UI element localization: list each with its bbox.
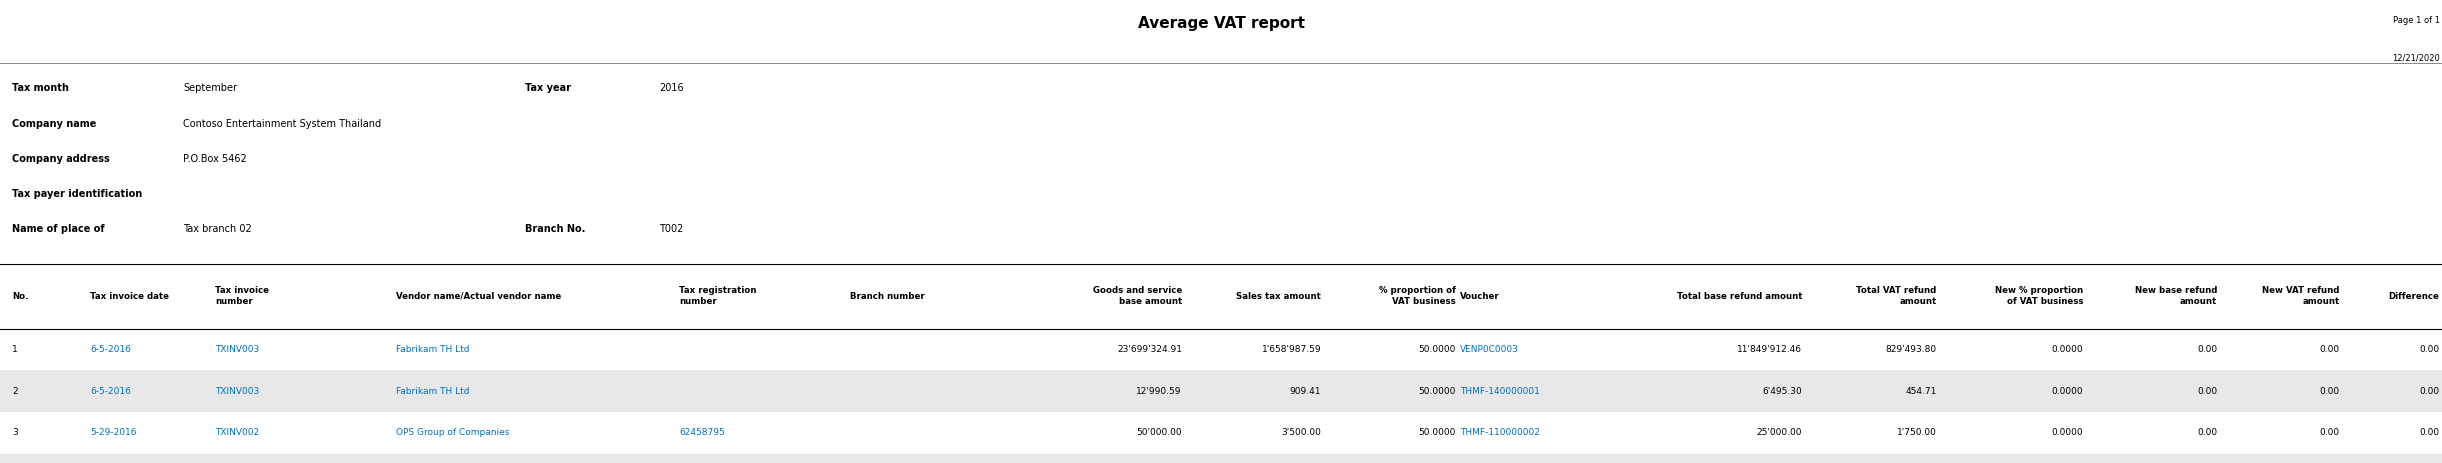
Text: 829'493.80: 829'493.80 bbox=[1885, 345, 1937, 354]
Text: Tax invoice date: Tax invoice date bbox=[90, 292, 168, 301]
Text: 5-29-2016: 5-29-2016 bbox=[90, 428, 137, 438]
Text: Tax registration
number: Tax registration number bbox=[679, 286, 757, 307]
Text: 1'750.00: 1'750.00 bbox=[1897, 428, 1937, 438]
Text: Average VAT report: Average VAT report bbox=[1138, 16, 1304, 31]
Text: September: September bbox=[183, 83, 237, 94]
Text: T002: T002 bbox=[659, 224, 684, 234]
Text: 50.0000: 50.0000 bbox=[1419, 387, 1455, 396]
Text: 12/21/2020: 12/21/2020 bbox=[2391, 53, 2440, 62]
Text: Page 1 of 1: Page 1 of 1 bbox=[2393, 16, 2440, 25]
Text: Contoso Entertainment System Thailand: Contoso Entertainment System Thailand bbox=[183, 119, 381, 129]
Text: 11'849'912.46: 11'849'912.46 bbox=[1736, 345, 1802, 354]
Text: 0.00: 0.00 bbox=[2420, 428, 2440, 438]
Text: 23'699'324.91: 23'699'324.91 bbox=[1116, 345, 1182, 354]
Text: Tax invoice
number: Tax invoice number bbox=[215, 286, 269, 307]
Text: 0.00: 0.00 bbox=[2198, 387, 2217, 396]
Text: 1'658'987.59: 1'658'987.59 bbox=[1263, 345, 1321, 354]
Text: 0.00: 0.00 bbox=[2198, 428, 2217, 438]
Text: 0.0000: 0.0000 bbox=[2051, 345, 2083, 354]
Text: 0.0000: 0.0000 bbox=[2051, 387, 2083, 396]
Text: 2: 2 bbox=[12, 387, 17, 396]
Text: P.O.Box 5462: P.O.Box 5462 bbox=[183, 154, 247, 164]
Text: New VAT refund
amount: New VAT refund amount bbox=[2261, 286, 2339, 307]
Text: 0.00: 0.00 bbox=[2198, 345, 2217, 354]
Text: OPS Group of Companies: OPS Group of Companies bbox=[396, 428, 508, 438]
Text: Tax year: Tax year bbox=[525, 83, 571, 94]
Text: 0.00: 0.00 bbox=[2420, 387, 2440, 396]
Text: 62458795: 62458795 bbox=[679, 428, 725, 438]
Text: 50.0000: 50.0000 bbox=[1419, 345, 1455, 354]
Text: 6-5-2016: 6-5-2016 bbox=[90, 345, 132, 354]
Text: Fabrikam TH Ltd: Fabrikam TH Ltd bbox=[396, 387, 469, 396]
Text: TXINV003: TXINV003 bbox=[215, 387, 259, 396]
Text: THMF-140000001: THMF-140000001 bbox=[1460, 387, 1541, 396]
Text: 0.0000: 0.0000 bbox=[2051, 428, 2083, 438]
Text: 6'495.30: 6'495.30 bbox=[1763, 387, 1802, 396]
Text: Difference: Difference bbox=[2388, 292, 2440, 301]
Text: 25'000.00: 25'000.00 bbox=[1756, 428, 1802, 438]
Text: 454.71: 454.71 bbox=[1905, 387, 1937, 396]
Text: VENP0C0003: VENP0C0003 bbox=[1460, 345, 1519, 354]
Text: No.: No. bbox=[12, 292, 29, 301]
Text: Fabrikam TH Ltd: Fabrikam TH Ltd bbox=[396, 345, 469, 354]
Text: THMF-110000002: THMF-110000002 bbox=[1460, 428, 1541, 438]
FancyBboxPatch shape bbox=[0, 454, 2442, 463]
Text: Total VAT refund
amount: Total VAT refund amount bbox=[1856, 286, 1937, 307]
Text: Company address: Company address bbox=[12, 154, 110, 164]
Text: 0.00: 0.00 bbox=[2320, 345, 2339, 354]
Text: New % proportion
of VAT business: New % proportion of VAT business bbox=[1995, 286, 2083, 307]
Text: 50'000.00: 50'000.00 bbox=[1136, 428, 1182, 438]
Text: 6-5-2016: 6-5-2016 bbox=[90, 387, 132, 396]
Text: Vendor name/Actual vendor name: Vendor name/Actual vendor name bbox=[396, 292, 562, 301]
Text: 3'500.00: 3'500.00 bbox=[1282, 428, 1321, 438]
FancyBboxPatch shape bbox=[0, 370, 2442, 412]
Text: Company name: Company name bbox=[12, 119, 98, 129]
Text: Tax month: Tax month bbox=[12, 83, 68, 94]
Text: Branch number: Branch number bbox=[850, 292, 926, 301]
Text: Voucher: Voucher bbox=[1460, 292, 1499, 301]
Text: Name of place of: Name of place of bbox=[12, 224, 105, 234]
Text: Total base refund amount: Total base refund amount bbox=[1678, 292, 1802, 301]
Text: TXINV003: TXINV003 bbox=[215, 345, 259, 354]
Text: % proportion of
VAT business: % proportion of VAT business bbox=[1380, 286, 1455, 307]
Text: Tax branch 02: Tax branch 02 bbox=[183, 224, 252, 234]
Text: 3: 3 bbox=[12, 428, 17, 438]
Text: 50.0000: 50.0000 bbox=[1419, 428, 1455, 438]
Text: Branch No.: Branch No. bbox=[525, 224, 586, 234]
Text: 0.00: 0.00 bbox=[2320, 428, 2339, 438]
Text: TXINV002: TXINV002 bbox=[215, 428, 259, 438]
Text: 0.00: 0.00 bbox=[2320, 387, 2339, 396]
Text: New base refund
amount: New base refund amount bbox=[2134, 286, 2217, 307]
Text: 0.00: 0.00 bbox=[2420, 345, 2440, 354]
Text: Sales tax amount: Sales tax amount bbox=[1236, 292, 1321, 301]
Text: 909.41: 909.41 bbox=[1289, 387, 1321, 396]
Text: 2016: 2016 bbox=[659, 83, 684, 94]
Text: Tax payer identification: Tax payer identification bbox=[12, 189, 142, 199]
Text: 1: 1 bbox=[12, 345, 17, 354]
Text: 12'990.59: 12'990.59 bbox=[1136, 387, 1182, 396]
Text: Goods and service
base amount: Goods and service base amount bbox=[1092, 286, 1182, 307]
